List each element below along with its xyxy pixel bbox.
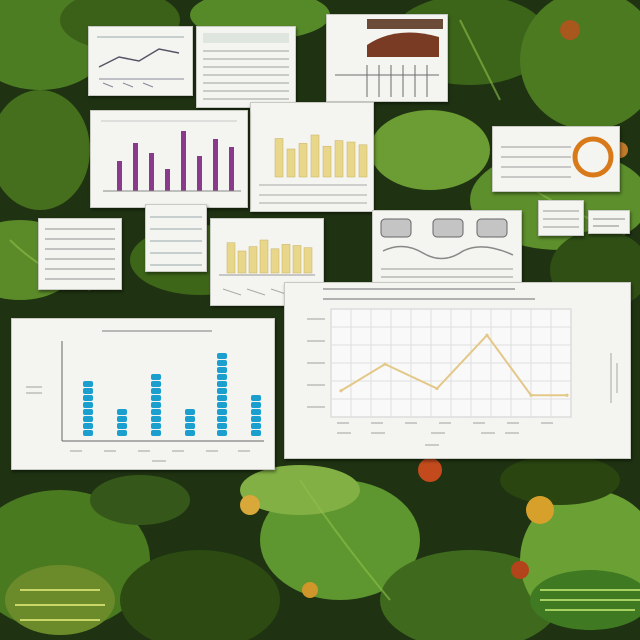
blue-bar-series [83,353,261,436]
sketch-yellow-bar-chart-low [219,239,315,296]
yellow-bar [259,239,269,274]
line-point [565,393,569,397]
side-scribbles [610,353,618,403]
sketch-lines [45,228,115,280]
sketch-card-tag-right [588,210,630,234]
blue-bar [217,353,227,436]
blue-bar [83,381,93,436]
sketch-card-table-small [145,204,207,272]
yellow-bar [303,247,313,274]
heading-scribbles [323,288,535,300]
gourd-bottom-right [530,570,640,630]
sketch-card-orange-ring [492,126,620,192]
sketch-table [203,33,289,100]
yellow-bar [274,138,284,178]
flower-accents [240,20,628,598]
yellow-bar [322,145,332,178]
sketch-machine-drawing [380,218,514,278]
x-tick-scribbles [337,422,553,446]
grid-lines [331,309,571,417]
purple-bar [165,169,170,191]
sketch-card-table-mid [250,102,374,212]
blue-bar [117,409,127,436]
yellow-bar [281,244,291,274]
sketch-card-small-right [538,200,584,236]
sketch-card-line-top [88,26,193,96]
yellow-bar [346,141,356,178]
gourd-bottom-left [5,565,115,635]
blue-bar [185,409,195,436]
sketch-card-purple-bars [90,110,248,208]
sketch-card-lines-left [38,218,122,290]
yellow-bar-series-low [226,239,313,274]
yellow-bar-series [274,134,368,178]
blue-bar [251,395,261,436]
yellow-bar [237,250,247,274]
sketch-card-table-top [196,26,296,108]
purple-bar [197,156,202,191]
sketch-line-graph [97,36,184,88]
y-label-scribbles [26,386,42,394]
sketch-mini-table [543,210,579,228]
sketch-card-machines [372,210,522,286]
yellow-bar [270,248,280,274]
yellow-line-chart [307,288,618,446]
yellow-bar [292,245,302,274]
line-point [485,333,489,337]
line-chart-card [284,282,631,459]
purple-bar [213,139,218,191]
line-point [435,386,439,391]
sketch-yellow-bars [259,134,368,204]
blue-bar [151,374,161,436]
yellow-series-line [340,333,567,397]
purple-bar [117,161,122,191]
sketch-ring-graphic [501,136,614,178]
blue-bar-chart [26,330,264,462]
yellow-bar [286,148,296,178]
bar-chart-card [11,318,275,470]
yellow-bar [248,246,258,274]
yellow-bar [334,140,344,178]
purple-bar [229,147,234,191]
purple-bar [149,153,154,191]
line-point [339,389,343,393]
yellow-bar [298,143,308,178]
purple-bar [133,143,138,191]
purple-bar-series [117,131,234,191]
line-point [529,393,533,397]
sketch-card-illustration-top [326,14,448,102]
purple-bar [181,131,186,191]
yellow-bar [226,242,236,274]
sketch-tag [593,218,625,227]
yellow-bar [358,144,368,178]
sketch-purple-bar-chart [101,120,241,192]
yellow-bar [310,134,320,178]
x-tick-scribbles [70,450,250,462]
sketch-small-table [150,216,202,266]
line-point [383,362,387,366]
sketch-illustration [335,19,443,97]
y-tick-scribbles [307,318,325,408]
